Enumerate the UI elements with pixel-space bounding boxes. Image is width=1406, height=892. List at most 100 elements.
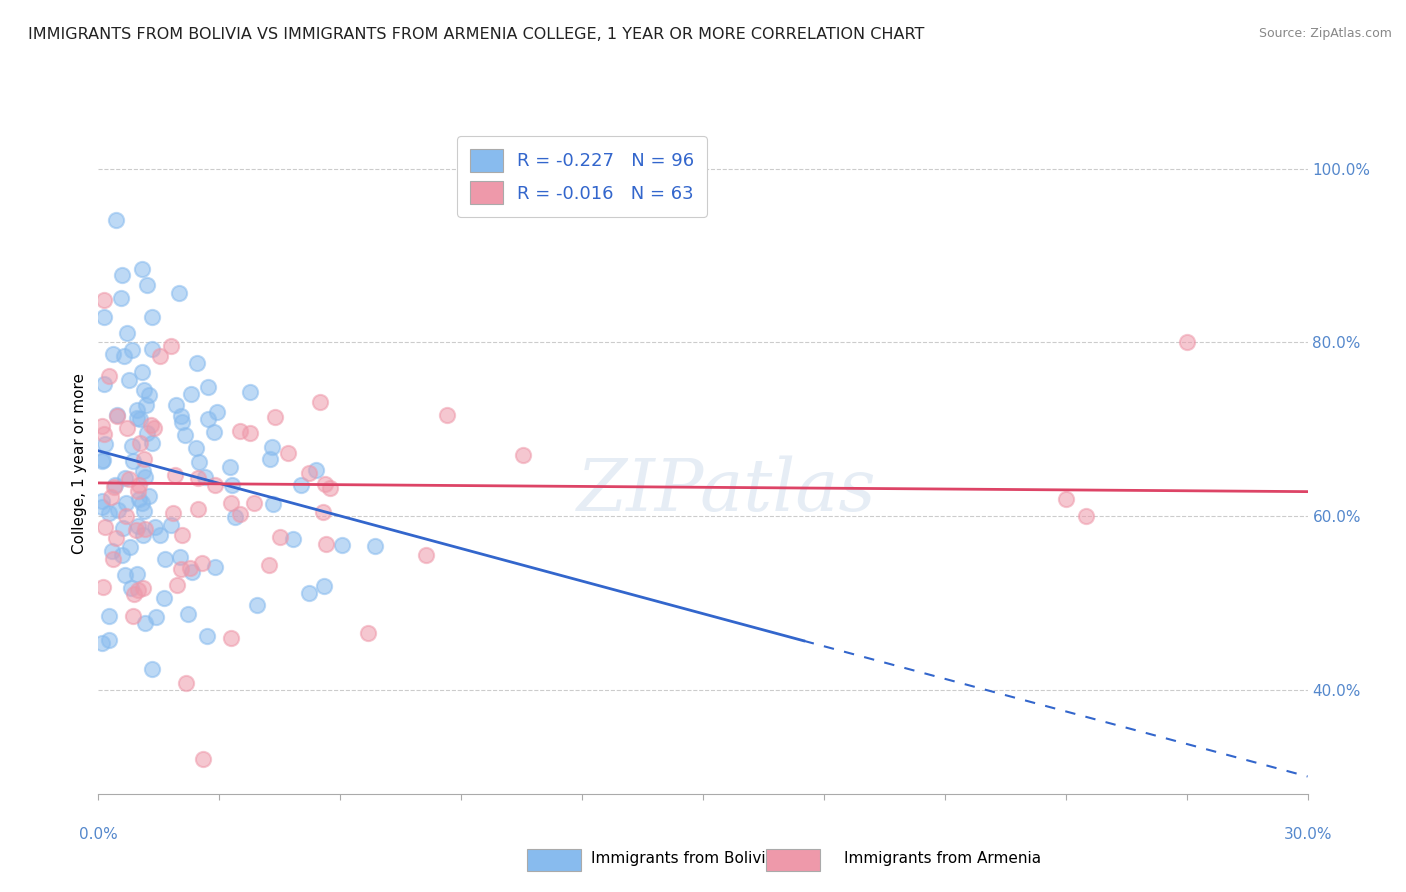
Point (118, 373, 141, 387)
Point (97, 506, 120, 520)
Point (93, 293, 115, 307)
Point (229, 424, 252, 438)
Point (259, 558, 281, 572)
Point (309, 394, 332, 409)
Point (160, 339, 183, 353)
Point (128, 477, 150, 491)
Point (264, 410, 287, 425)
Point (204, 477, 226, 491)
Point (104, 531, 127, 545)
Point (259, 452, 281, 467)
Point (170, 415, 193, 429)
Point (94, 436, 117, 450)
Point (101, 347, 124, 361)
Point (224, 510, 246, 524)
Point (131, 365, 153, 379)
Point (188, 454, 211, 468)
Point (357, 626, 380, 640)
Point (122, 454, 145, 468)
Text: IMMIGRANTS FROM BOLIVIA VS IMMIGRANTS FROM ARMENIA COLLEGE, 1 YEAR OR MORE CORRE: IMMIGRANTS FROM BOLIVIA VS IMMIGRANTS FR… (28, 27, 925, 42)
Point (93, 453, 115, 467)
Point (115, 326, 138, 340)
Point (115, 420, 138, 434)
Point (281, 532, 304, 546)
Point (138, 387, 160, 401)
Point (136, 425, 159, 440)
Point (91, 500, 114, 515)
Point (112, 349, 135, 363)
Point (298, 466, 321, 480)
Point (93, 520, 115, 534)
Point (173, 428, 195, 442)
Point (132, 384, 155, 398)
Point (195, 629, 218, 643)
Point (1054, 491, 1077, 506)
Point (174, 676, 197, 690)
Point (110, 291, 132, 305)
Point (132, 581, 155, 595)
Point (197, 412, 219, 426)
Point (204, 560, 226, 574)
Point (91, 580, 114, 594)
Text: ZIPatlas: ZIPatlas (578, 455, 877, 525)
Point (194, 470, 217, 484)
Text: Immigrants from Bolivia: Immigrants from Bolivia (591, 851, 775, 865)
Point (101, 552, 124, 566)
Point (160, 517, 183, 532)
Point (143, 520, 166, 534)
Point (100, 544, 122, 558)
Point (134, 397, 156, 411)
Point (312, 505, 335, 519)
Point (415, 549, 437, 563)
Point (127, 483, 149, 498)
Point (191, 752, 214, 766)
Point (132, 528, 155, 542)
Point (163, 467, 186, 482)
Text: Source: ZipAtlas.com: Source: ZipAtlas.com (1258, 27, 1392, 40)
Point (269, 530, 291, 544)
Point (127, 519, 149, 533)
Point (205, 405, 228, 419)
Point (179, 561, 201, 575)
Point (104, 478, 127, 492)
Point (125, 523, 148, 537)
Point (221, 496, 243, 510)
Point (125, 403, 148, 417)
Y-axis label: College, 1 year or more: College, 1 year or more (72, 374, 87, 554)
Point (239, 426, 262, 441)
Point (298, 586, 321, 600)
Point (162, 506, 184, 520)
Point (219, 631, 242, 645)
Point (177, 607, 200, 622)
Point (314, 477, 336, 491)
Point (100, 491, 122, 505)
Point (134, 523, 156, 537)
Point (97, 368, 120, 383)
Point (91, 419, 114, 434)
Point (246, 598, 269, 612)
Point (132, 452, 155, 467)
Point (186, 356, 208, 370)
Point (149, 528, 172, 542)
Point (364, 539, 387, 553)
Point (152, 591, 174, 605)
Point (186, 441, 208, 455)
Point (1074, 508, 1097, 523)
Point (242, 496, 264, 510)
Point (121, 608, 143, 623)
Point (91, 636, 114, 650)
Point (105, 409, 128, 423)
Point (122, 587, 145, 601)
Point (239, 385, 262, 400)
Point (107, 502, 129, 516)
Point (129, 411, 152, 425)
Point (202, 425, 225, 440)
Text: 30.0%: 30.0% (1284, 827, 1331, 842)
Point (187, 471, 209, 485)
Point (121, 582, 143, 596)
Point (132, 464, 155, 478)
Legend: R = -0.227   N = 96, R = -0.016   N = 63: R = -0.227 N = 96, R = -0.016 N = 63 (457, 136, 707, 217)
Point (103, 480, 125, 494)
Point (111, 548, 134, 562)
Point (169, 562, 191, 576)
